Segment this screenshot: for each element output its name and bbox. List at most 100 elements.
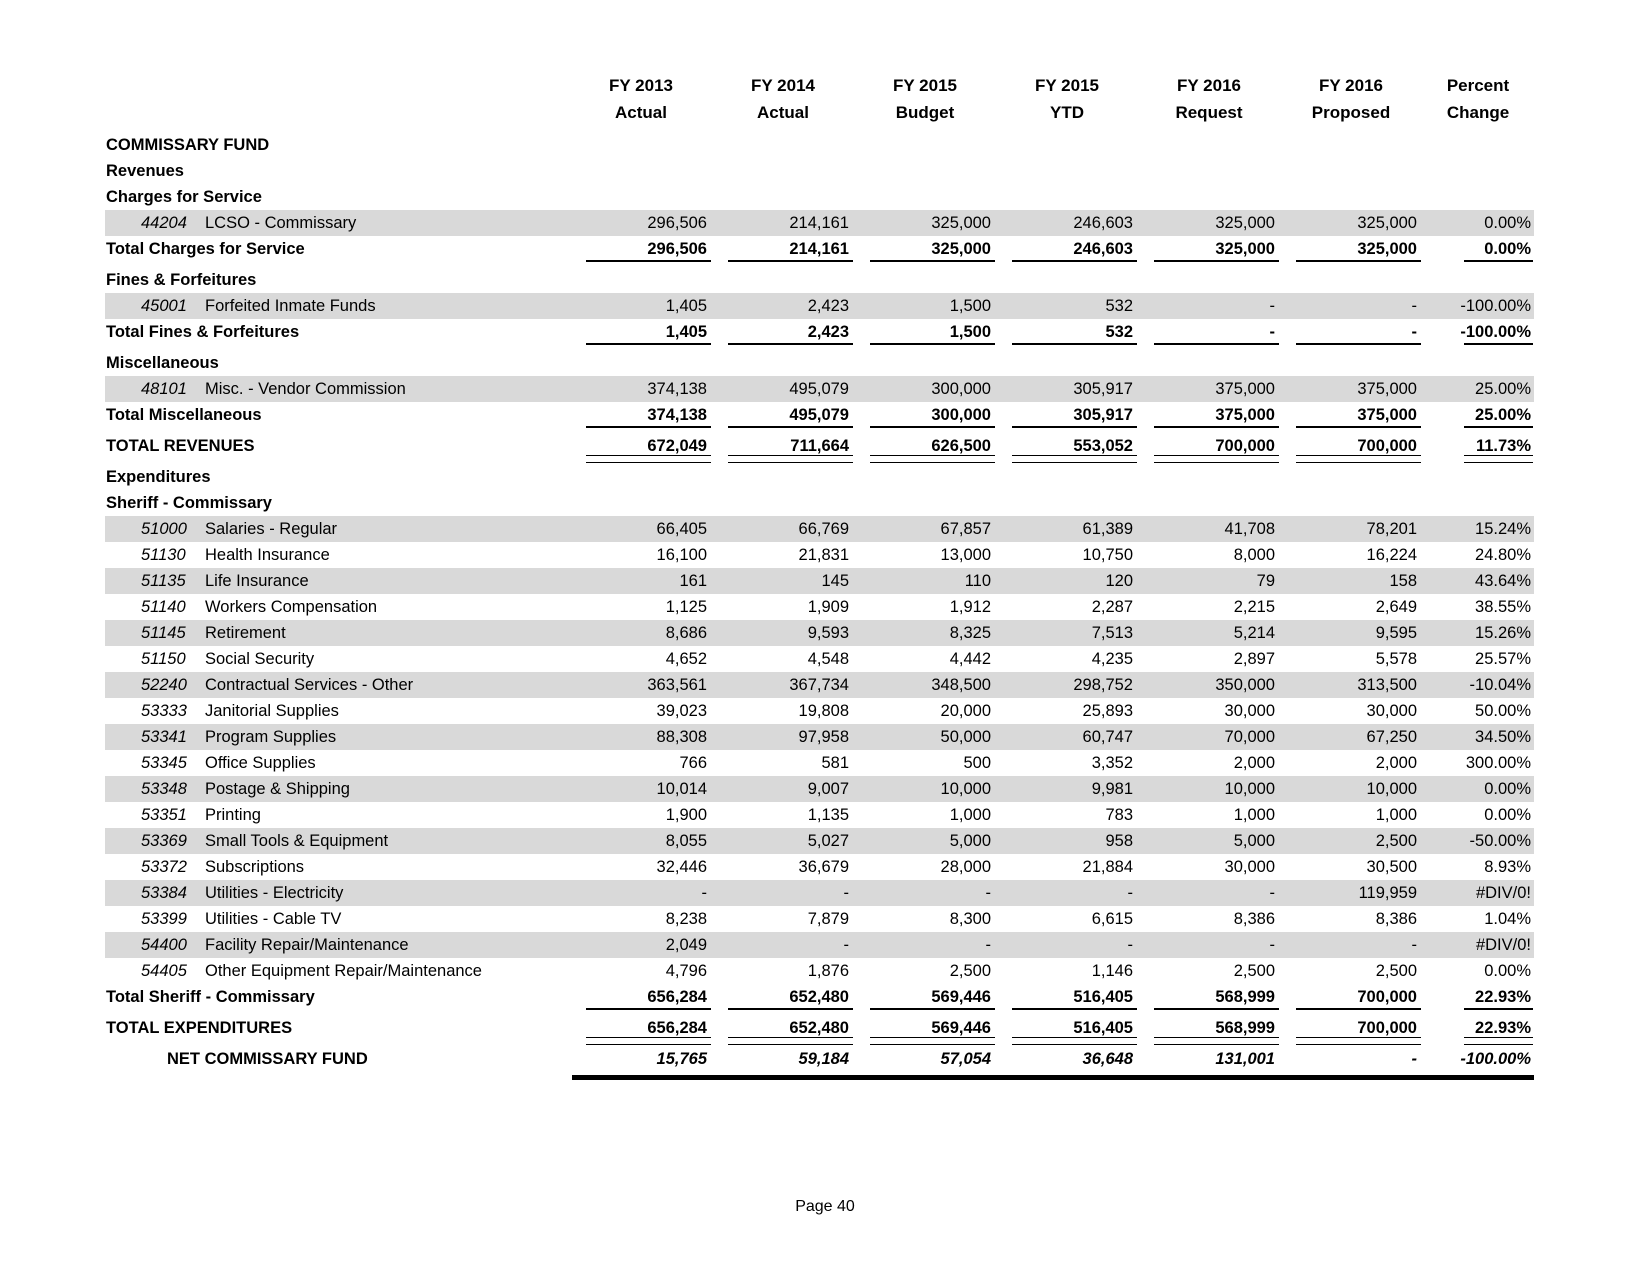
row-label: 51140 Workers Compensation [105, 594, 570, 620]
amount-value: 325,000 [854, 236, 996, 262]
column-header-text: FY 2016 [1319, 76, 1383, 95]
amount-value: 2,049 [665, 936, 707, 954]
amount-value: 325,000 [1357, 214, 1417, 232]
amount-value: 2,500 [949, 962, 991, 980]
table-row-54400-facility-repair-maintenance: 54400 Facility Repair/Maintenance 2,049 - - -… [105, 932, 1534, 958]
column-header-text: Budget [895, 103, 955, 122]
table-row-total-sheriff-commissary: Total Sheriff - Commissary 656,284 652,480… [105, 984, 1534, 1010]
amount-value: 532 [996, 319, 1138, 345]
amount-value: 158 [1389, 572, 1417, 590]
amount-value: 30,000 [1224, 702, 1275, 720]
account-code: 53333 [141, 702, 187, 720]
row-label: 48101 Misc. - Vendor Commission [105, 376, 570, 402]
amount-value: 67,857 [940, 520, 991, 538]
account-name: Health Insurance [205, 546, 330, 564]
row-label: 53348 Postage & Shipping [105, 776, 570, 802]
amount-value: 958 [1105, 832, 1133, 850]
table-row-fines-forfeitures: Fines & Forfeitures [105, 267, 1534, 293]
amount-value: 28,000 [940, 858, 991, 876]
percent-change-value: -100.00% [1460, 297, 1531, 315]
row-label: 53333 Janitorial Supplies [105, 698, 570, 724]
column-header-percent-change: Percent Change [1422, 72, 1534, 126]
account-name: Other Equipment Repair/Maintenance [205, 962, 482, 980]
amount-value: 553,052 [996, 433, 1138, 463]
account-name: LCSO - Commissary [205, 214, 357, 232]
amount-value: 246,603 [996, 236, 1138, 262]
amount-value: - [1269, 936, 1276, 954]
amount-value: 374,138 [647, 380, 707, 398]
row-label: 54400 Facility Repair/Maintenance [105, 932, 570, 958]
table-row-51000-salaries-regular: 51000 Salaries - Regular 66,405 66,769 67,85… [105, 516, 1534, 542]
row-label: 51145 Retirement [105, 620, 570, 646]
amount-value: 30,000 [1224, 858, 1275, 876]
account-code: 53369 [141, 832, 187, 850]
percent-change-value: 24.80% [1475, 546, 1531, 564]
table-row-53372-subscriptions: 53372 Subscriptions 32,446 36,679 28,000 21,8… [105, 854, 1534, 880]
column-header-text: Request [1175, 103, 1243, 122]
amount-value: 2,215 [1233, 598, 1275, 616]
amount-value: 1,405 [665, 297, 707, 315]
amount-value: 50,000 [940, 728, 991, 746]
amount-value: 325,000 [1215, 214, 1275, 232]
row-label: 51000 Salaries - Regular [105, 516, 570, 542]
table-row-44204-lcso-commissary: 44204 LCSO - Commissary 296,506 214,161 325,… [105, 210, 1534, 236]
amount-value: 10,000 [1366, 780, 1417, 798]
amount-value: 296,506 [647, 214, 707, 232]
amount-value: 8,325 [949, 624, 991, 642]
amount-value: 581 [821, 754, 849, 772]
amount-value: 8,000 [1233, 546, 1275, 564]
account-code: 51000 [141, 520, 187, 538]
amount-value: 305,917 [996, 402, 1138, 428]
account-name: Utilities - Electricity [205, 884, 344, 902]
row-label: Total Fines & Forfeitures [106, 323, 300, 341]
amount-value: 672,049 [570, 433, 712, 463]
table-row-revenues: Revenues [105, 158, 1534, 184]
amount-value: 3,352 [1091, 754, 1133, 772]
amount-value: - [1280, 319, 1422, 345]
amount-value: - [985, 936, 992, 954]
row-label: 53369 Small Tools & Equipment [105, 828, 570, 854]
row-label: 53384 Utilities - Electricity [105, 880, 570, 906]
row-label: Expenditures [106, 468, 211, 486]
table-row-total-miscellaneous: Total Miscellaneous 374,138 495,079 300,000… [105, 402, 1534, 428]
amount-value: - [1138, 319, 1280, 345]
amount-value: 532 [1105, 297, 1133, 315]
row-label: 51150 Social Security [105, 646, 570, 672]
table-row-expenditures: Expenditures [105, 464, 1534, 490]
amount-value: 300,000 [931, 380, 991, 398]
amount-value: 325,000 [931, 214, 991, 232]
row-label: Total Miscellaneous [106, 406, 262, 424]
percent-change-value: 8.93% [1484, 858, 1531, 876]
amount-value: 1,909 [807, 598, 849, 616]
amount-value: 2,287 [1091, 598, 1133, 616]
account-name: Retirement [205, 624, 286, 642]
row-label: Fines & Forfeitures [106, 271, 257, 289]
percent-change-value: 15.24% [1475, 520, 1531, 538]
account-code: 51145 [141, 624, 186, 642]
column-header-text: FY 2013 [609, 76, 673, 95]
account-code: 51135 [141, 572, 186, 590]
row-label: Sheriff - Commissary [106, 494, 272, 512]
amount-value: 30,000 [1366, 702, 1417, 720]
amount-value: 66,405 [656, 520, 707, 538]
percent-change-value: 0.00% [1484, 780, 1531, 798]
amount-value: 4,442 [949, 650, 991, 668]
amount-value: 66,769 [798, 520, 849, 538]
account-name: Program Supplies [205, 728, 337, 746]
amount-value: 5,000 [1233, 832, 1275, 850]
amount-value: 9,595 [1375, 624, 1417, 642]
amount-value: 700,000 [1280, 1015, 1422, 1045]
amount-value: 7,879 [807, 910, 849, 928]
table-row-51150-social-security: 51150 Social Security 4,652 4,548 4,442 4,235… [105, 646, 1534, 672]
account-code: 53341 [141, 728, 187, 746]
amount-value: 348,500 [931, 676, 991, 694]
column-header-text: Proposed [1311, 103, 1391, 122]
table-row-53341-program-supplies: 53341 Program Supplies 88,308 97,958 50,000 6… [105, 724, 1534, 750]
amount-value: 300,000 [854, 402, 996, 428]
account-name: Life Insurance [205, 572, 309, 590]
table-row-53369-small-tools-equipment: 53369 Small Tools & Equipment 8,055 5,027 5,… [105, 828, 1534, 854]
account-code: 51130 [141, 546, 186, 564]
amount-value: 1,146 [1091, 962, 1133, 980]
amount-value: 1,000 [1233, 806, 1275, 824]
account-name: Subscriptions [205, 858, 305, 876]
